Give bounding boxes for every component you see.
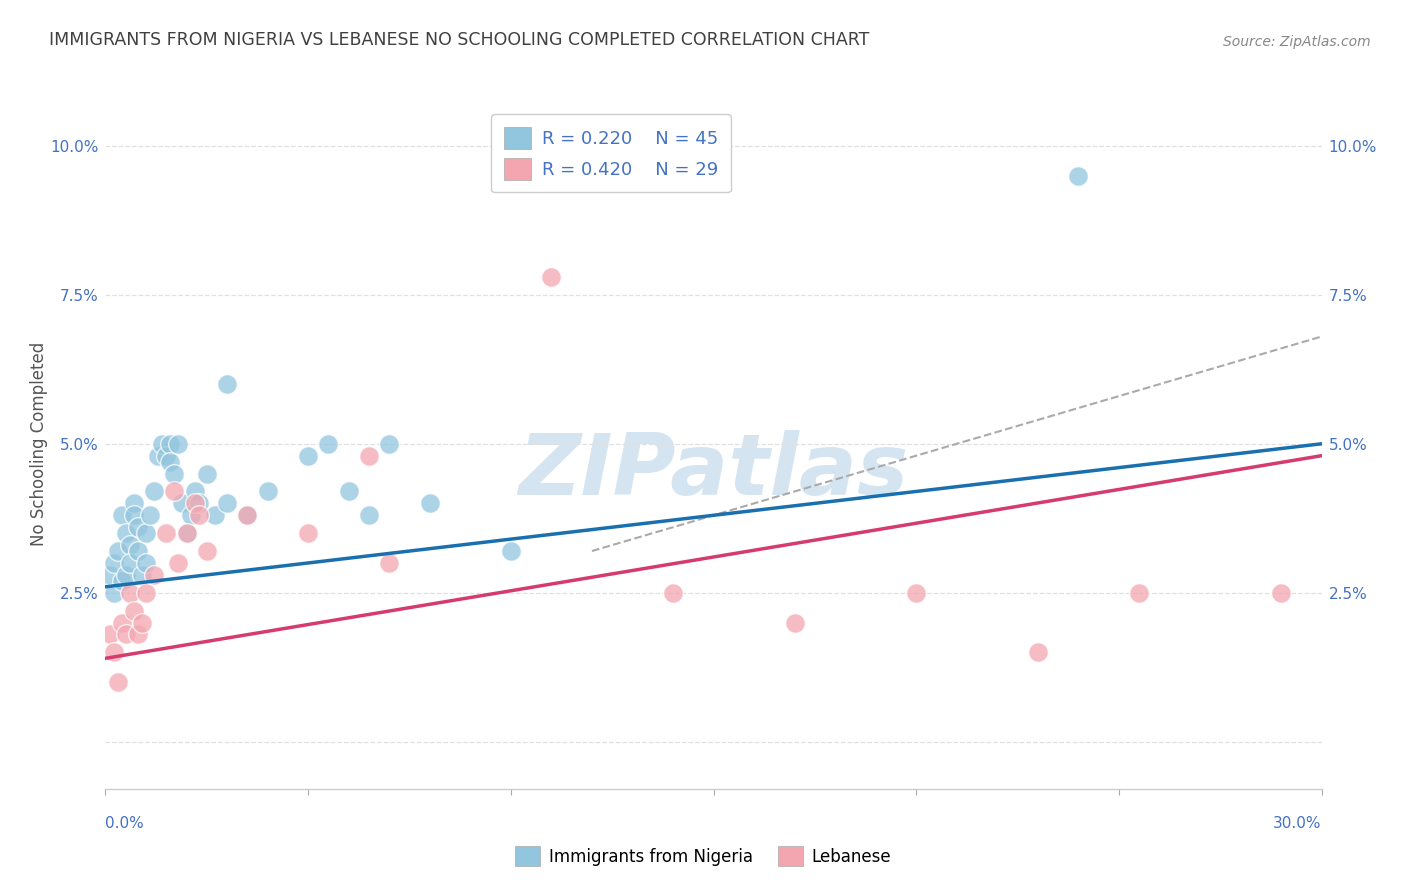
Point [378, 556, 401, 570]
Point [98, 627, 121, 641]
Point [183, 496, 205, 510]
Point [540, 269, 562, 284]
Point [111, 615, 134, 630]
Point [1067, 169, 1090, 183]
Point [131, 615, 153, 630]
Point [159, 437, 181, 451]
Point [135, 556, 157, 570]
Point [127, 544, 149, 558]
Point [135, 526, 157, 541]
Point [256, 484, 278, 499]
Point [135, 586, 157, 600]
Point [204, 508, 226, 523]
Point [378, 437, 401, 451]
Point [114, 567, 136, 582]
Point [297, 449, 319, 463]
Point [297, 526, 319, 541]
Point [195, 544, 218, 558]
Point [127, 520, 149, 534]
Point [183, 484, 205, 499]
Point [111, 574, 134, 588]
Point [98, 567, 121, 582]
Point [103, 556, 125, 570]
Point [1270, 586, 1292, 600]
Point [143, 484, 166, 499]
Point [172, 496, 194, 510]
Point [905, 586, 928, 600]
Point [122, 496, 145, 510]
Legend: Immigrants from Nigeria, Lebanese: Immigrants from Nigeria, Lebanese [509, 839, 897, 873]
Point [337, 484, 360, 499]
Point [122, 604, 145, 618]
Point [357, 508, 380, 523]
Point [103, 586, 125, 600]
Point [499, 544, 522, 558]
Point [107, 675, 129, 690]
Point [114, 526, 136, 541]
Point [1128, 586, 1150, 600]
Point [150, 437, 173, 451]
Point [176, 526, 198, 541]
Point [357, 449, 380, 463]
Point [662, 586, 685, 600]
Text: 30.0%: 30.0% [1274, 816, 1322, 830]
Point [143, 567, 166, 582]
Legend: R = 0.220    N = 45, R = 0.420    N = 29: R = 0.220 N = 45, R = 0.420 N = 29 [492, 114, 731, 193]
Point [114, 627, 136, 641]
Point [107, 544, 129, 558]
Point [146, 449, 169, 463]
Point [131, 567, 153, 582]
Text: ZIPatlas: ZIPatlas [519, 430, 908, 513]
Point [155, 449, 177, 463]
Point [176, 526, 198, 541]
Point [103, 645, 125, 659]
Point [163, 484, 186, 499]
Point [180, 508, 202, 523]
Point [167, 437, 190, 451]
Point [159, 455, 181, 469]
Point [155, 526, 177, 541]
Point [122, 508, 145, 523]
Point [1026, 645, 1049, 659]
Point [195, 467, 218, 481]
Point [318, 437, 340, 451]
Point [118, 556, 141, 570]
Point [111, 508, 134, 523]
Point [163, 467, 186, 481]
Point [139, 508, 162, 523]
Point [236, 508, 259, 523]
Point [236, 508, 259, 523]
Point [217, 377, 239, 392]
Point [783, 615, 806, 630]
Point [167, 556, 190, 570]
Point [187, 508, 209, 523]
Text: 0.0%: 0.0% [105, 816, 145, 830]
Y-axis label: No Schooling Completed: No Schooling Completed [30, 342, 48, 546]
Point [127, 627, 149, 641]
Point [118, 538, 141, 552]
Point [118, 586, 141, 600]
Text: Source: ZipAtlas.com: Source: ZipAtlas.com [1223, 35, 1371, 49]
Point [419, 496, 441, 510]
Text: IMMIGRANTS FROM NIGERIA VS LEBANESE NO SCHOOLING COMPLETED CORRELATION CHART: IMMIGRANTS FROM NIGERIA VS LEBANESE NO S… [49, 31, 869, 49]
Point [187, 496, 209, 510]
Point [217, 496, 239, 510]
